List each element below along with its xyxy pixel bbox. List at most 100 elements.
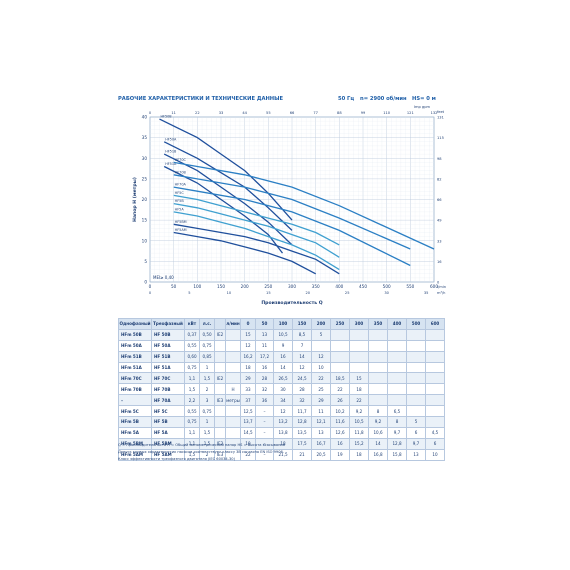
table-cell: 22 [311, 372, 331, 385]
table-cell: 12,8 [387, 437, 407, 450]
table-cell [387, 383, 407, 396]
curve-label-hf5a: HF5A [175, 207, 185, 211]
table-cell [214, 416, 226, 428]
curve-label-hf70a: HF70A [175, 183, 187, 187]
table-cell: 1,1 [184, 426, 200, 439]
table-cell: 1 [199, 361, 215, 374]
table-cell [368, 394, 388, 407]
table-cell: 16 [273, 350, 293, 363]
top-tick-label: 99 [361, 111, 366, 115]
table-cell: 1,5 [199, 372, 215, 385]
table-cell: 12 [311, 350, 331, 363]
curve-label-hf50a: HF50A [165, 137, 177, 141]
table-row: HFm 70C HF 70C 1,1 1,5 IE2 29 28 26,5 24,5 22 18,5… [118, 372, 445, 385]
table-cell: 15,8 [387, 448, 407, 461]
table-cell: HFm 70B [118, 383, 152, 396]
top-tick-label: 77 [313, 111, 318, 115]
header-cell: 150 [292, 318, 312, 330]
table-cell [330, 328, 350, 341]
table-cell: 1 [199, 416, 215, 428]
table-cell: HFm 5C [118, 405, 152, 418]
table-cell: 13,2 [273, 416, 293, 428]
table-cell: 15 [240, 328, 256, 341]
table-cell: 25 [311, 383, 331, 396]
table-cell: 16,7 [311, 437, 331, 450]
x-tick-label: 50 [171, 284, 177, 289]
right-tick-label-feet: 115 [437, 136, 444, 140]
x-tick-label: 250 [264, 284, 272, 289]
m3h-tick-label: 35 [424, 291, 429, 295]
table-cell [387, 372, 407, 385]
curve-label-hf51a: HF51A [165, 162, 177, 166]
table-cell [311, 339, 331, 352]
table-cell: 18 [240, 361, 256, 374]
table-cell: 4,5 [425, 426, 445, 439]
table-cell: 11 [311, 405, 331, 418]
table-cell: 11 [255, 339, 274, 352]
table-cell [425, 339, 445, 352]
table-cell: 6,5 [387, 405, 407, 418]
curve-label-hf5b: HF5B [175, 199, 185, 203]
header-cell: Трехфазный [151, 318, 185, 330]
x-unit-label: l/min [437, 285, 446, 289]
y-tick-label: 10 [142, 238, 148, 243]
top-tick-label: 11 [171, 111, 176, 115]
table-cell: 22 [330, 383, 350, 396]
table-cell [387, 350, 407, 363]
table-row: HFm 5AM HF 5AM 1,5 2 IE3 22–21,5 21 20,5 19 18 16,… [118, 448, 445, 461]
curve-hf70c [173, 161, 435, 250]
table-cell: 12,5 [240, 405, 256, 418]
suction-height-label: HS= 0 м [412, 96, 436, 102]
table-cell: 7 [292, 339, 312, 352]
chart-title: РАБОЧИЕ ХАРАКТЕРИСТИКИ И ТЕХНИЧЕСКИЕ ДАН… [118, 96, 284, 102]
table-header-row-2: Однофазный Трехфазный кВт л.с. л/мин 0 50 100 15… [118, 318, 445, 330]
table-cell: HF 70A [151, 394, 185, 407]
table-row: HFm 51B HF 51B 0,60 0,85 16,2 17,2 16 14 12 [118, 350, 445, 363]
table-cell: 33 [240, 383, 256, 396]
top-tick-label: 44 [242, 111, 247, 115]
top-tick-label: 121 [407, 111, 414, 115]
table-cell: IE2 [214, 328, 226, 341]
curve-hf70b [173, 174, 411, 250]
x-tick-label: 100 [193, 284, 201, 289]
table-cell: IE2 [214, 372, 226, 385]
table-cell: HFm 5A [118, 426, 152, 439]
table-cell: 8 [368, 405, 388, 418]
table-cell [387, 339, 407, 352]
table-cell: 10,2 [330, 405, 350, 418]
header-cell: 600 [425, 318, 445, 330]
table-cell: 14,5 [240, 426, 256, 439]
curve-label-hf50b: HF50B [160, 115, 172, 119]
table-cell: 18 [349, 448, 369, 461]
curve-label-hf51b: HF51B [165, 150, 177, 154]
table-row: HFm 70B HF 70B 1,5 2 H 33 32 30 28 25 22 18 [118, 383, 445, 396]
curve-hf51b [163, 153, 293, 246]
table-cell: 10,5 [273, 328, 293, 341]
table-cell [349, 350, 369, 363]
table-cell: 11,6 [330, 416, 350, 428]
table-cell [368, 383, 388, 396]
x-tick-label: 500 [383, 284, 391, 289]
table-cell [368, 339, 388, 352]
table-cell: HF 51B [151, 350, 185, 363]
table-cell: 24,5 [292, 372, 312, 385]
pump-performance-chart: 0 0 50 11 100 22 150 33 200 44 250 55 300 66 350 77 400 8… [118, 93, 458, 308]
table-cell [406, 350, 426, 363]
top-tick-label: 132 [431, 111, 438, 115]
table-cell: H [225, 383, 241, 396]
table-cell [387, 361, 407, 374]
table-cell: HFm 70C [118, 372, 152, 385]
header-cell: 50 [255, 318, 274, 330]
table-cell: 11,8 [349, 426, 369, 439]
table-cell [349, 328, 369, 341]
mei-label: MEI≥ 0,40 [153, 275, 174, 280]
table-cell: 18 [349, 383, 369, 396]
table-cell: 15 [349, 372, 369, 385]
top-tick-label: 55 [266, 111, 271, 115]
y-tick-label: 5 [144, 259, 147, 264]
table-cell: 12,6 [330, 426, 350, 439]
table-cell: – [255, 426, 274, 439]
y-tick-label: 15 [142, 218, 148, 223]
table-cell [225, 339, 241, 352]
table-cell: HF 5B [151, 416, 185, 428]
